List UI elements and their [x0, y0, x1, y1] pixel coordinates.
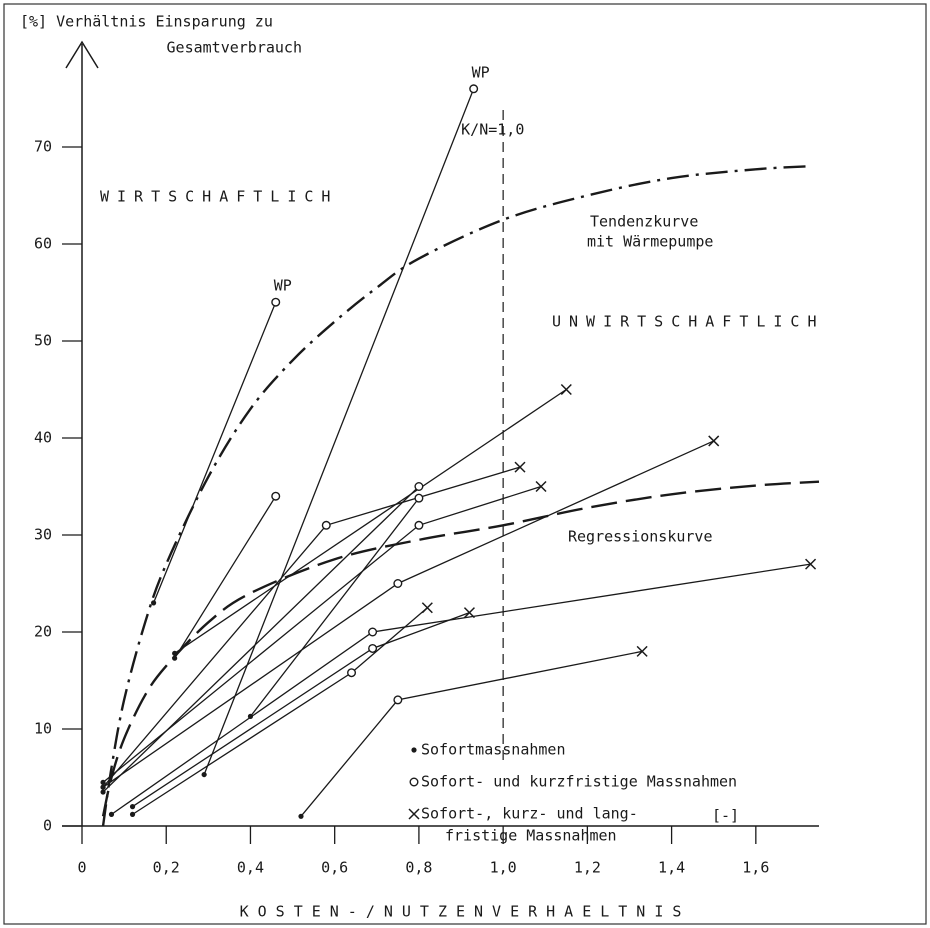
- trend-curve: [101, 480, 820, 817]
- x-tick-label: 0: [77, 859, 86, 877]
- circle-marker: [368, 627, 378, 637]
- measure-line: [174, 388, 567, 654]
- cross-marker: [805, 558, 817, 570]
- x-tick-label: 0,4: [237, 859, 264, 877]
- cross-stroke: [708, 435, 720, 447]
- dot-marker: [298, 813, 304, 819]
- x-tick-label: 0,2: [153, 859, 180, 877]
- frame: [3, 3, 927, 925]
- circle-marker: [393, 695, 403, 705]
- unit-note: [-]: [712, 807, 739, 825]
- y-tick-label: 0: [43, 817, 52, 835]
- circle-marker: [271, 297, 281, 307]
- circle-marker: [414, 493, 424, 503]
- dot-marker: [100, 784, 106, 790]
- cross-stroke: [514, 461, 526, 473]
- x-axis-label: KOSTEN-/NUTZENVERHAELTNIS: [240, 903, 691, 921]
- cross-marker: [535, 480, 547, 493]
- cross-stroke: [421, 602, 433, 614]
- y-tick-label: 50: [34, 332, 52, 350]
- measure-line: [174, 495, 277, 659]
- y-tick-label: 20: [34, 623, 52, 641]
- cross-marker: [408, 808, 420, 820]
- point-label: WP: [274, 277, 292, 295]
- cross-stroke: [636, 645, 648, 657]
- measure-line: [102, 440, 714, 788]
- circle-marker: [321, 520, 331, 530]
- y-tick-label: 10: [34, 720, 52, 738]
- curve-label: Regressionskurve: [568, 528, 713, 546]
- measure-line: [132, 611, 470, 808]
- dot-marker: [247, 713, 254, 719]
- measure-line: [152, 301, 277, 604]
- dot-marker: [129, 811, 136, 817]
- x-tick-label: 1,4: [658, 859, 685, 877]
- trend-curve: [101, 165, 807, 827]
- dot-marker: [129, 804, 136, 810]
- curve-label: Tendenzkurve: [590, 213, 698, 231]
- dot-marker: [201, 771, 207, 778]
- cross-marker: [636, 645, 648, 657]
- cross-stroke: [408, 808, 420, 820]
- cross-stroke: [463, 607, 475, 619]
- dot-marker: [100, 789, 106, 795]
- y-tick-label: 70: [34, 138, 52, 156]
- cross-stroke: [535, 480, 547, 493]
- y-tick-label: 40: [34, 429, 52, 447]
- region-label: UNWIRTSCHAFTLICH: [552, 313, 825, 331]
- measure-line: [102, 466, 521, 788]
- x-tick-label: 0,8: [405, 859, 432, 877]
- circle-marker: [469, 84, 479, 94]
- dot-marker: [108, 811, 115, 817]
- measure-line: [102, 486, 420, 793]
- cross-marker: [514, 461, 526, 473]
- x-tick-label: 1,2: [574, 859, 601, 877]
- cross-marker: [708, 435, 720, 447]
- circle-marker: [409, 777, 419, 787]
- circle-marker: [368, 643, 378, 653]
- y-axis-label: Gesamtverbrauch: [167, 39, 302, 57]
- x-tick-label: 1,0: [490, 859, 517, 877]
- circle-marker: [414, 520, 424, 530]
- legend-label: Sofort- und kurzfristige Massnahmen: [421, 773, 737, 791]
- legend-label: Sofort-, kurz- und lang-: [421, 805, 638, 823]
- x-tick-label: 0,6: [321, 859, 348, 877]
- cross-stroke: [805, 558, 817, 570]
- y-tick-label: 60: [34, 235, 52, 253]
- dot-marker: [172, 650, 178, 656]
- circle-marker: [393, 579, 403, 589]
- cross-marker: [463, 607, 475, 619]
- cross-marker: [421, 602, 433, 614]
- circle-marker: [414, 482, 424, 492]
- dot-marker: [411, 747, 417, 753]
- measure-line: [249, 497, 420, 717]
- circle-marker: [347, 668, 357, 678]
- circle-marker: [271, 491, 281, 501]
- region-label: WIRTSCHAFTLICH: [100, 188, 338, 206]
- x-tick-label: 1,6: [742, 859, 769, 877]
- cross-stroke: [560, 383, 572, 396]
- legend-label: Sofortmassnahmen: [421, 741, 566, 759]
- dot-marker: [150, 600, 157, 606]
- cross-marker: [560, 383, 572, 396]
- y-axis-label: [%] Verhältnis Einsparung zu: [20, 13, 273, 31]
- measure-line: [203, 88, 475, 775]
- threshold-label: K/N=1,0: [461, 121, 524, 139]
- y-tick-label: 30: [34, 526, 52, 544]
- point-label: WP: [472, 63, 490, 81]
- y-axis-arrow: [65, 40, 99, 69]
- curve-label: mit Wärmepumpe: [587, 233, 713, 251]
- dot-marker: [172, 655, 178, 661]
- legend-label: fristige Massnahmen: [445, 827, 617, 845]
- dot-marker: [100, 779, 106, 785]
